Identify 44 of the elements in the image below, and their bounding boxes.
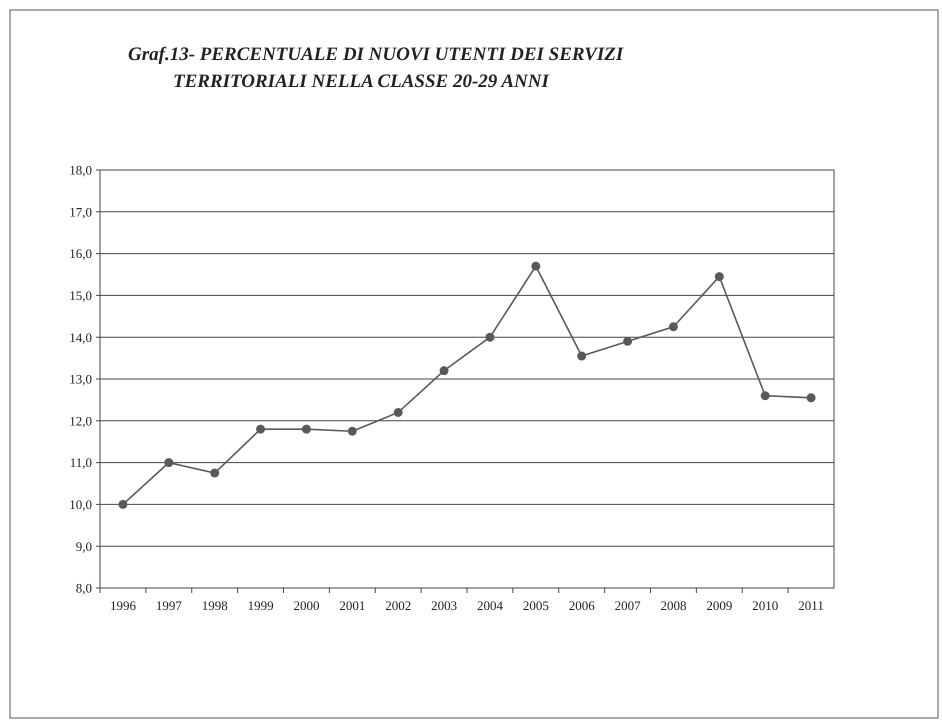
x-tick-label: 2003 — [431, 598, 458, 613]
y-tick-label: 11,0 — [70, 455, 92, 470]
point — [256, 424, 266, 434]
point — [714, 272, 724, 282]
x-tick-label: 2007 — [614, 598, 642, 613]
x-tick-label: 2002 — [385, 598, 412, 613]
x-tick-label: 2006 — [568, 598, 596, 613]
y-tick-label: 10,0 — [69, 496, 92, 512]
point — [440, 366, 449, 376]
x-tick-label: 2008 — [660, 598, 686, 613]
y-tick-label: 18,0 — [69, 162, 92, 178]
point — [577, 352, 586, 361]
x-tick-label: 2010 — [752, 598, 778, 613]
y-tick-label: 16,0 — [69, 246, 92, 262]
point — [485, 332, 494, 342]
x-tick-label: 2004 — [476, 598, 504, 613]
point — [760, 391, 770, 400]
point — [348, 426, 357, 436]
point — [118, 500, 128, 509]
point — [623, 336, 632, 346]
point — [668, 322, 678, 332]
x-tick-label: 2005 — [522, 598, 549, 613]
point — [531, 262, 540, 271]
y-tick-label: 14,0 — [69, 330, 92, 345]
y-tick-label: 9,0 — [76, 538, 92, 554]
x-tick-label: 1996 — [110, 598, 136, 613]
y-tick-label: 12,0 — [69, 413, 92, 428]
x-tick-label: 2001 — [339, 598, 366, 613]
y-tick-label: 17,0 — [69, 204, 92, 220]
x-tick-label: 1999 — [248, 598, 274, 613]
y-tick-label: 13,0 — [69, 372, 92, 387]
point — [394, 408, 403, 417]
x-tick-label: 1998 — [202, 598, 228, 613]
y-tick-label: 15,0 — [69, 288, 92, 303]
x-tick-label: 2009 — [706, 598, 732, 613]
point — [164, 458, 174, 468]
point — [302, 424, 311, 434]
point — [806, 393, 816, 402]
y-tick-label: 8,0 — [76, 580, 92, 596]
x-tick-label: 1997 — [156, 598, 182, 613]
point — [210, 468, 220, 478]
x-tick-label: 2011 — [798, 598, 824, 613]
chart-title: Graf.13- PERCENTUALE DI NUOVI UTENTI DEI SERVIZI TERRITORIALI NELLA CLASSE 20-29 ANNI — [128, 44, 624, 92]
x-tick-label: 2000 — [293, 598, 320, 613]
